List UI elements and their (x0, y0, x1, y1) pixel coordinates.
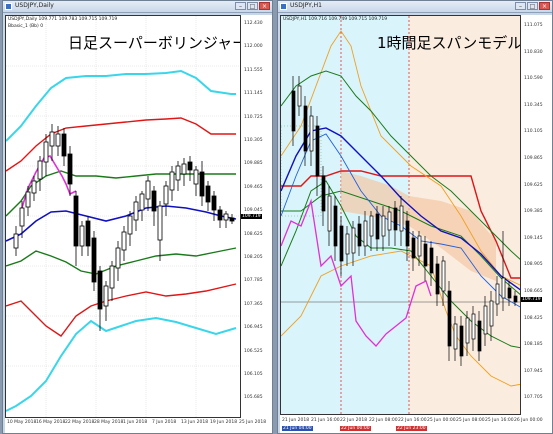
bb-middle-line (281, 127, 520, 291)
h1-symbol-line: USDJPY,H1 109.716 109.749 109.715 109.71… (283, 17, 388, 22)
h1-price-tag: 109.719 (521, 297, 542, 302)
bb-lower3-line (6, 316, 237, 412)
price-axis-label: 107.945 (524, 368, 543, 374)
price-axis-label: 108.905 (524, 262, 543, 268)
minimize-button[interactable]: – (515, 2, 526, 10)
daily-symbol-line: USDJPY,Daily 109.771 109.783 109.715 109… (8, 17, 118, 22)
bb-green-upper-line (281, 70, 520, 260)
time-axis-label: 22 Jun 16:00 (398, 418, 427, 423)
price-axis-label: 111.075 (524, 23, 543, 28)
bb-lower1-line (6, 247, 237, 275)
bb-upper2-line (6, 117, 236, 172)
h1-chart-svg (281, 16, 520, 414)
price-axis-label: 108.625 (244, 231, 263, 237)
price-axis-label: 111.555 (244, 67, 263, 73)
time-axis-label: 1 Jun 2018 (123, 420, 148, 425)
daily-chart-window[interactable]: USDJPY,Daily – □ × (2, 0, 273, 434)
time-axis-label: 7 Jun 2018 (152, 420, 177, 425)
lagging-span-line (281, 198, 432, 347)
lagging-span-line (20, 155, 77, 212)
time-axis-label: 25 Jun 00:00 (427, 418, 456, 423)
daily-chart-svg (6, 16, 240, 417)
price-axis-label: 108.205 (244, 255, 263, 260)
bb-middle-line (6, 205, 237, 242)
bb-lower2-line (6, 283, 237, 337)
price-axis-label: 109.625 (524, 182, 543, 188)
price-axis-label: 112.430 (244, 21, 263, 26)
price-axis-label: 107.785 (244, 278, 263, 284)
price-axis-label: 109.385 (524, 209, 543, 215)
price-axis-label: 109.465 (244, 184, 263, 190)
time-axis-label: 16 May 2018 (36, 420, 66, 425)
h1-overlay-title: 1時間足スパンモデル (377, 34, 521, 52)
price-axis-label: 107.365 (244, 301, 263, 307)
price-axis-label: 110.725 (244, 114, 263, 120)
time-highlight-label: 21 Jun 04:00 (282, 426, 313, 431)
daily-plot-area[interactable]: USDJPY,Daily 109.771 109.783 109.715 109… (5, 15, 241, 418)
price-axis-label: 110.305 (244, 138, 263, 143)
time-axis-label: 26 Jun 00:00 (514, 418, 543, 423)
price-axis-label: 110.590 (524, 76, 543, 82)
price-axis-label: 109.865 (524, 156, 543, 161)
span-a-line (281, 170, 520, 279)
price-axis-label: 105.685 (244, 395, 263, 401)
time-highlight-label: 22 Jun 00:00 (340, 426, 371, 431)
price-axis-label: 109.045 (244, 208, 263, 214)
daily-window-title: USDJPY,Daily (15, 2, 54, 9)
time-axis-label: 25 Jun 16:00 (485, 418, 514, 423)
price-axis-label: 112.000 (244, 44, 263, 50)
time-axis-label: 22 Jun 08:00 (369, 418, 398, 423)
chart-window-icon (280, 3, 287, 10)
time-axis-label: 28 May 2018 (94, 420, 124, 425)
price-axis-label: 106.945 (244, 325, 263, 331)
price-axis-label: 110.345 (524, 102, 543, 108)
h1-price-axis[interactable] (521, 15, 552, 415)
price-axis-label: 108.425 (524, 315, 543, 321)
price-axis-label: 109.885 (244, 161, 263, 167)
price-axis-label: 111.145 (244, 91, 263, 97)
price-axis-label: 110.830 (524, 49, 543, 55)
time-axis-label: 21 Jun 2018 (282, 418, 310, 423)
h1-window-titlebar[interactable]: USDJPY,H1 – □ × (278, 1, 552, 13)
price-axis-label: 107.705 (524, 395, 543, 401)
time-axis-label: 10 May 2018 (7, 420, 37, 425)
price-axis-label: 108.665 (524, 289, 543, 294)
h1-window-title: USDJPY,H1 (290, 2, 322, 9)
daily-indicator-line: Bbasic_1 (Bb) 0 (8, 24, 44, 29)
bb-upper3-line (6, 69, 236, 142)
h1-candles (291, 76, 518, 366)
minimize-button[interactable]: – (235, 2, 246, 10)
time-highlight-label: 22 Jun 23:00 (396, 426, 427, 431)
time-axis-label: 25 Jun 2018 (239, 420, 267, 425)
price-axis-label: 110.105 (524, 129, 543, 135)
daily-price-tag: 109.719 (241, 214, 262, 219)
time-axis-label: 19 Jun 2018 (210, 420, 238, 425)
close-button[interactable]: × (259, 2, 270, 10)
maximize-button[interactable]: □ (527, 2, 538, 10)
h1-chart-window[interactable]: USDJPY,H1 – □ × (277, 0, 553, 434)
time-axis-label: 22 May 2018 (65, 420, 95, 425)
daily-time-axis[interactable] (5, 418, 272, 433)
price-axis-label: 106.525 (244, 348, 263, 354)
maximize-button[interactable]: □ (247, 2, 258, 10)
price-axis-label: 108.185 (524, 342, 543, 348)
price-axis-label: 109.145 (524, 235, 543, 241)
time-axis-label: 13 Jun 2018 (181, 420, 209, 425)
daily-overlay-title: 日足スーパーボリンジャー (68, 34, 241, 52)
h1-plot-area[interactable]: USDJPY,H1 109.716 109.749 109.715 109.71… (280, 15, 521, 415)
close-button[interactable]: × (539, 2, 550, 10)
time-axis-label: 25 Jun 08:00 (456, 418, 485, 423)
daily-window-titlebar[interactable]: USDJPY,Daily – □ × (3, 1, 272, 13)
time-axis-label: 21 Jun 16:00 (311, 418, 340, 423)
time-axis-label: 22 Jun 2018 (340, 418, 368, 423)
chart-window-icon (5, 3, 12, 10)
daily-candles (13, 124, 235, 331)
price-axis-label: 106.105 (244, 372, 263, 377)
